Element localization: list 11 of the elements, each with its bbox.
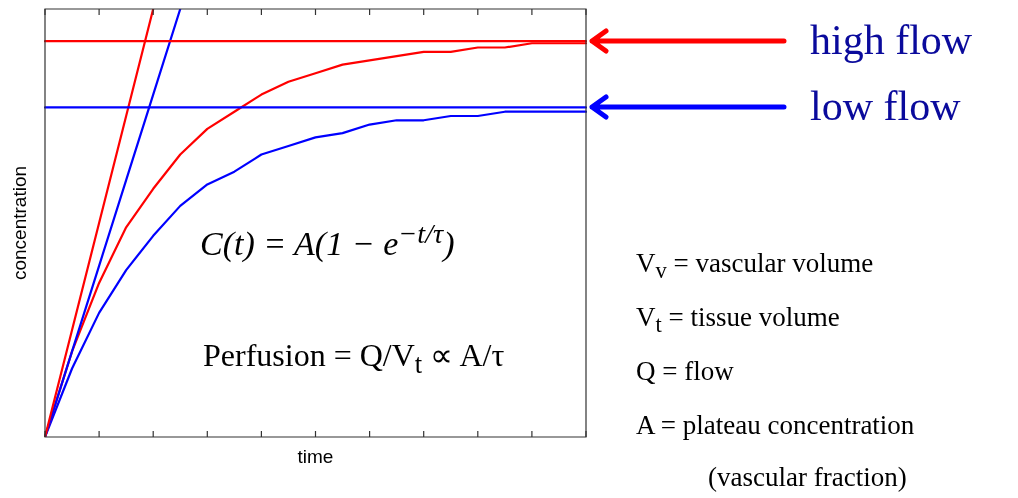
y-axis-title: concentration xyxy=(9,165,31,281)
x-axis-title: time xyxy=(297,446,334,468)
legend-label: low flow xyxy=(810,82,961,131)
text: V$_{v}$ = vascular volume xyxy=(636,248,874,285)
annotation: Perfusion = Q/V$_{t}$ ∝ A/τ xyxy=(203,336,505,381)
text: Q = flow xyxy=(636,356,734,387)
text: V$_{t}$ = tissue volume xyxy=(636,302,840,339)
annotation: C(t) = A(1 − e$^{−t/τ}$) xyxy=(200,218,455,264)
legend-label: high flow xyxy=(810,16,973,65)
text: (vascular fraction) xyxy=(708,462,907,493)
text: A = plateau concentration xyxy=(636,410,915,441)
